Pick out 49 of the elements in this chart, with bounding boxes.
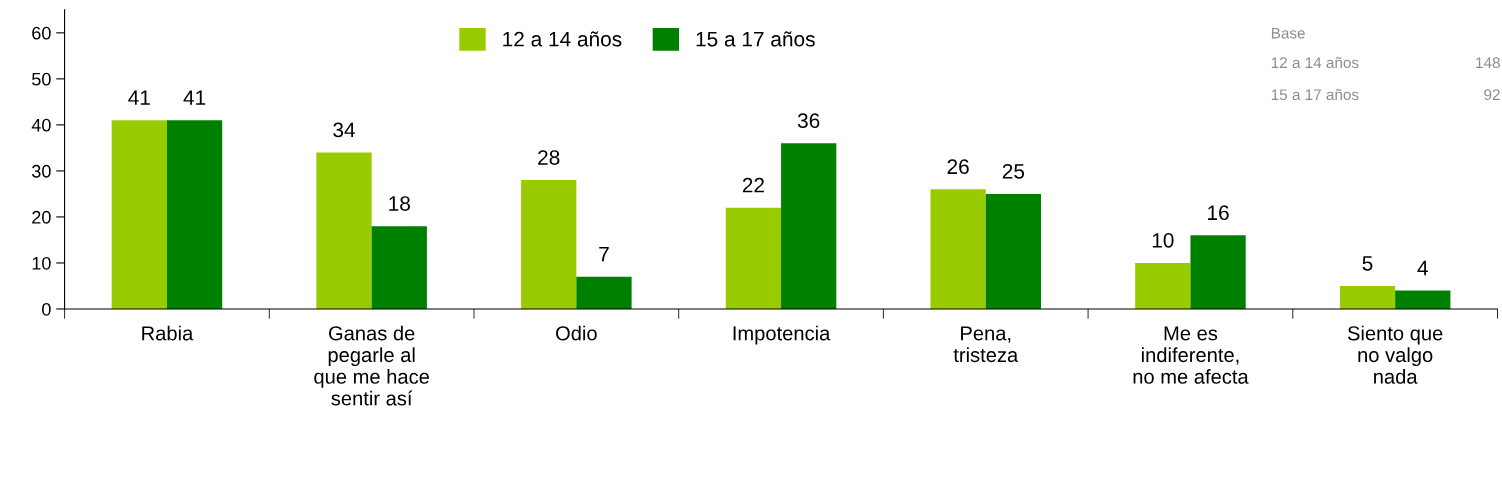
bar xyxy=(781,143,837,309)
data-label: 4 xyxy=(1417,260,1428,276)
annotation: 92 xyxy=(1484,89,1500,101)
data-label: 41 xyxy=(183,90,206,105)
x-tick-label: Impotencia xyxy=(733,325,831,345)
x-tick-label: Odio xyxy=(556,325,597,341)
bar xyxy=(725,207,782,309)
bar xyxy=(1190,235,1246,309)
data-label: 16 xyxy=(1208,205,1229,221)
data-label: 25 xyxy=(1002,163,1025,179)
bar xyxy=(985,193,1042,309)
y-tick-label: 0 xyxy=(42,302,51,316)
y-tick-label: 60 xyxy=(32,26,51,40)
x-tick-label: Ganas de pegarle al que me hace sentir así xyxy=(314,325,429,406)
data-label: 5 xyxy=(1362,256,1373,271)
x-tick-label: Me es indiferente, no me afecta xyxy=(1133,326,1249,384)
bar xyxy=(576,276,632,309)
data-label: 34 xyxy=(333,122,355,138)
annotation: 15 a 17 años xyxy=(1271,88,1359,101)
annotation: Base xyxy=(1271,27,1305,39)
legend-label: 12 a 14 años xyxy=(503,31,622,47)
x-tick-label: Siento que no valgo nada xyxy=(1347,325,1443,384)
bar xyxy=(371,226,427,309)
bar xyxy=(521,180,577,309)
bar xyxy=(166,120,223,309)
data-label: 36 xyxy=(797,113,820,129)
bar xyxy=(111,120,167,309)
y-tick-label: 20 xyxy=(32,210,51,224)
y-tick-label: 40 xyxy=(31,118,51,132)
bar xyxy=(930,189,986,309)
y-tick-label: 50 xyxy=(32,72,51,86)
annotation: 12 a 14 años xyxy=(1271,56,1359,69)
data-label: 26 xyxy=(947,159,969,175)
y-tick-label: 30 xyxy=(32,164,51,178)
data-label: 28 xyxy=(538,150,560,165)
x-tick-label: Rabia xyxy=(142,325,194,341)
annotation: 148 xyxy=(1476,57,1500,69)
bar xyxy=(1339,285,1396,309)
bar xyxy=(1135,262,1191,309)
data-label: 22 xyxy=(742,177,764,193)
bar xyxy=(1395,290,1451,309)
x-tick-label: Pena, tristeza xyxy=(953,326,1019,363)
data-label: 7 xyxy=(599,246,609,262)
data-label: 10 xyxy=(1152,232,1174,248)
legend-label: 15 a 17 años xyxy=(696,31,815,47)
data-label: 18 xyxy=(389,196,410,211)
bar xyxy=(316,152,372,309)
y-tick-label: 10 xyxy=(32,256,51,270)
data-label: 41 xyxy=(128,90,150,105)
